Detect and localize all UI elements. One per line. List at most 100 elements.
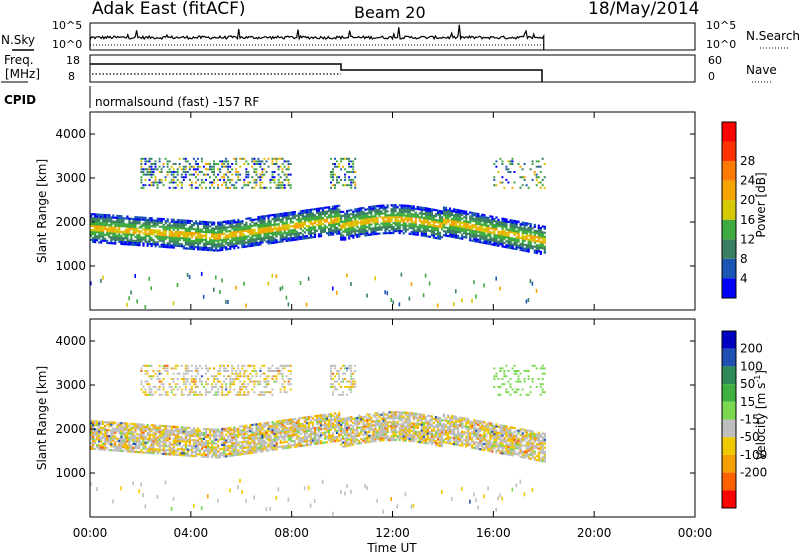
range-gate-cell <box>420 226 423 229</box>
range-gate-cell <box>251 224 254 227</box>
range-gate-cell <box>275 434 278 437</box>
range-gate-cell <box>299 237 302 240</box>
range-gate-cell <box>172 372 175 375</box>
range-gate-cell <box>221 176 224 179</box>
range-gate-cell <box>211 430 214 433</box>
range-gate-cell <box>265 391 268 394</box>
range-gate-cell <box>148 236 151 240</box>
range-gate-cell <box>180 388 183 391</box>
range-gate-cell <box>261 426 264 429</box>
range-gate-cell <box>360 211 363 214</box>
range-gate-cell <box>211 440 214 443</box>
range-gate-cell <box>499 225 502 228</box>
range-gate-cell <box>130 438 133 441</box>
range-gate-cell <box>430 214 433 217</box>
range-gate-cell <box>404 218 407 221</box>
range-gate-cell <box>96 221 99 224</box>
range-gate-cell <box>156 450 159 453</box>
range-gate-cell <box>309 234 312 237</box>
range-gate-cell <box>362 226 365 229</box>
range-gate-cell <box>457 234 460 237</box>
range-gate-cell <box>114 222 117 225</box>
range-gate-cell <box>186 221 189 224</box>
range-gate-cell <box>376 226 379 229</box>
range-gate-cell <box>237 171 240 173</box>
range-gate-cell <box>207 225 210 228</box>
range-gate-cell <box>180 227 183 230</box>
range-gate-cell <box>144 380 147 383</box>
range-gate-cell <box>172 496 175 501</box>
range-gate-cell <box>537 232 540 235</box>
range-gate-cell <box>317 227 321 230</box>
range-gate-cell <box>475 228 478 231</box>
range-gate-cell <box>231 372 234 375</box>
range-gate-cell <box>174 383 177 386</box>
range-gate-cell <box>281 212 284 215</box>
range-gate-cell <box>209 428 212 431</box>
range-gate-cell <box>144 445 147 448</box>
range-gate-cell <box>451 221 454 224</box>
range-gate-cell <box>507 230 510 233</box>
range-gate-cell <box>255 447 258 450</box>
range-gate-cell <box>374 217 377 220</box>
range-gate-cell <box>285 423 288 426</box>
range-gate-cell <box>247 430 250 433</box>
range-gate-cell <box>319 227 323 230</box>
range-gate-cell <box>126 235 129 238</box>
range-gate-cell <box>487 234 490 237</box>
range-gate-cell <box>176 221 179 224</box>
range-gate-cell <box>263 227 266 230</box>
range-gate-cell <box>281 437 284 440</box>
range-gate-cell <box>543 176 546 179</box>
range-gate-cell <box>92 441 95 445</box>
range-gate-cell <box>211 231 214 234</box>
range-gate-cell <box>465 218 468 221</box>
range-gate-cell <box>158 440 161 443</box>
range-gate-cell <box>505 228 508 231</box>
range-gate-cell <box>120 215 123 218</box>
range-gate-cell <box>198 443 202 446</box>
range-gate-cell <box>265 234 268 237</box>
range-gate-cell <box>255 445 258 448</box>
range-gate-cell <box>170 232 173 235</box>
range-gate-cell <box>269 232 272 235</box>
range-gate-cell <box>328 229 331 233</box>
range-gate-cell <box>94 440 97 443</box>
range-gate-cell <box>116 445 119 448</box>
range-gate-cell <box>408 216 411 220</box>
range-gate-cell <box>267 218 270 221</box>
range-gate-cell <box>511 229 514 232</box>
range-gate-cell <box>279 419 282 423</box>
range-gate-cell <box>188 430 191 433</box>
range-gate-cell <box>350 234 353 238</box>
range-gate-cell <box>493 235 496 239</box>
range-gate-cell <box>471 215 474 218</box>
range-gate-cell <box>166 246 169 249</box>
range-gate-cell <box>420 206 423 209</box>
range-gate-cell <box>489 241 492 244</box>
range-gate-cell <box>392 226 395 229</box>
range-gate-cell <box>221 451 224 454</box>
range-gate-cell <box>354 176 357 179</box>
range-gate-cell <box>255 224 258 227</box>
range-gate-cell <box>176 439 179 443</box>
range-gate-cell <box>285 429 288 432</box>
range-gate-cell <box>434 225 438 228</box>
range-gate-cell <box>449 229 452 232</box>
range-gate-cell <box>219 227 222 230</box>
range-gate-cell <box>267 214 270 217</box>
range-gate-cell <box>146 222 149 226</box>
range-gate-cell <box>416 207 419 211</box>
range-gate-cell <box>293 212 296 216</box>
range-gate-cell <box>469 225 472 228</box>
range-gate-cell <box>451 229 454 232</box>
range-gate-cell <box>136 222 139 225</box>
range-gate-cell <box>219 231 222 234</box>
range-gate-cell <box>229 380 232 383</box>
range-gate-cell <box>537 244 540 247</box>
range-gate-cell <box>156 436 159 439</box>
range-gate-cell <box>400 206 403 209</box>
range-gate-cell <box>432 208 435 211</box>
range-gate-cell <box>358 231 361 234</box>
range-gate-cell <box>106 216 109 219</box>
